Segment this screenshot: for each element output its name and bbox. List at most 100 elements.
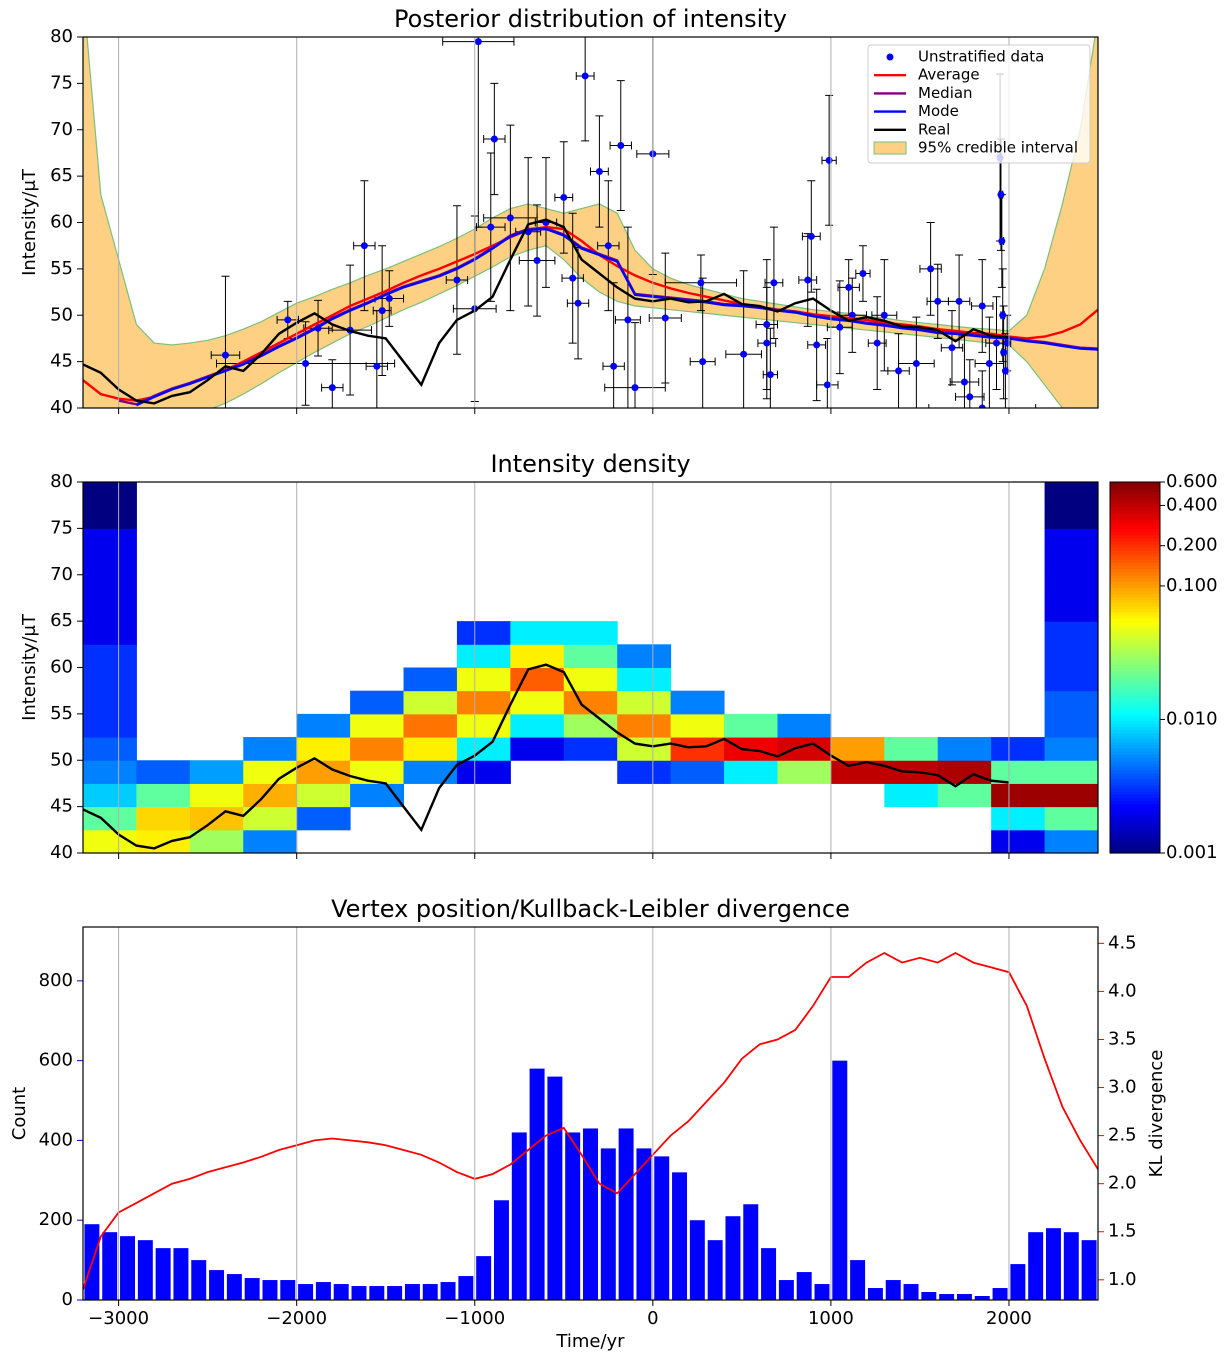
colorbar-stripe [1110,658,1160,662]
density-cell [296,760,351,784]
density-cell [83,667,137,692]
density-cell [830,737,885,761]
density-cell [563,713,618,738]
density-cell [1044,482,1098,506]
bar [458,1276,474,1300]
kl-line [83,951,1098,1290]
data-point [927,265,935,273]
legend-label: 95% credible interval [918,139,1078,157]
colorbar-stripe [1110,800,1160,805]
bar [903,1284,919,1300]
colorbar-stripe [1110,608,1160,613]
density-cell [991,760,1046,784]
density-cell [189,829,244,853]
bar [743,1204,759,1300]
colorbar-stripe [1110,757,1160,761]
density-cell [136,806,191,831]
colorbar-stripe [1110,750,1160,755]
data-point [378,307,386,315]
colorbar-stripe [1110,506,1160,511]
colorbar-stripe [1110,843,1160,848]
colorbar-stripe [1110,738,1160,743]
data-point [221,351,229,359]
density-cell [777,713,832,738]
y-tick-label: 40 [50,842,73,863]
density-cell [350,737,405,761]
colorbar-stripe [1110,562,1160,567]
colorbar-stripe [1110,732,1160,737]
data-point [474,38,482,46]
density-cell [189,760,244,784]
density-cell [243,806,298,831]
colorbar-stripe [1110,720,1160,724]
bar [209,1270,225,1300]
colorbar-stripe [1110,500,1160,505]
y-tick-label: 65 [50,610,73,631]
density-cell [777,760,832,784]
data-point [763,339,771,347]
density-cell [243,783,298,808]
bar [369,1286,385,1300]
y2-axis-label: KL divergence [1146,1050,1167,1178]
legend-label: Median [918,84,973,102]
y2-tick-label: 4.5 [1108,932,1137,953]
data-point [617,142,625,150]
colorbar-stripe [1110,553,1160,557]
density-cell [296,713,351,738]
data-point [873,339,881,347]
colorbar-tick-label: 0.600 [1166,471,1218,492]
data-point [610,362,618,370]
density-cell [296,737,351,761]
colorbar-stripe [1110,766,1160,771]
bar [298,1284,314,1300]
bar [1046,1228,1061,1300]
x-tick-label: 2000 [986,1308,1032,1329]
legend-box [867,44,1091,164]
data-point [978,302,986,310]
colorbar-stripe [1110,831,1160,836]
density-cell [1044,621,1098,645]
y-tick-label: 70 [50,119,73,140]
density-cell [670,760,725,784]
y2-tick-label: 2.5 [1108,1125,1137,1146]
density-cell [1044,829,1098,853]
data-point [453,276,461,284]
y-tick-label: 50 [50,304,73,325]
y-tick-label: 55 [50,258,73,279]
data-point [490,135,498,143]
colorbar-stripe [1110,525,1160,529]
bar [778,1280,794,1300]
chart-title: Posterior distribution of intensity [394,5,787,33]
density-cell [617,690,672,715]
data-point [978,404,986,408]
bar [939,1294,955,1300]
data-point [487,223,495,231]
density-cell [83,505,137,529]
density-cell [456,690,511,715]
colorbar-stripe [1110,485,1160,489]
density-cell [83,690,137,715]
data-point [766,371,774,379]
colorbar-stripe [1110,788,1160,792]
density-cell [243,829,298,853]
bar [885,1280,901,1300]
bar [761,1248,777,1300]
density-cell [136,829,191,853]
y-tick-label: 70 [50,564,73,585]
x-axis-label: Time/yr [555,1331,625,1352]
data-point [985,359,993,367]
data-point [966,393,974,401]
colorbar-stripe [1110,815,1160,820]
density-cell [83,528,137,553]
data-point [807,232,815,240]
data-point [284,316,292,324]
colorbar-stripe [1110,621,1160,625]
data-point [560,193,568,201]
colorbar-stripe [1110,825,1160,829]
density-cell [563,621,618,645]
bar [867,1288,883,1300]
bar [226,1274,242,1300]
density-cell [617,713,672,738]
colorbar-stripe [1110,574,1160,579]
y-tick-label: 80 [50,471,73,492]
